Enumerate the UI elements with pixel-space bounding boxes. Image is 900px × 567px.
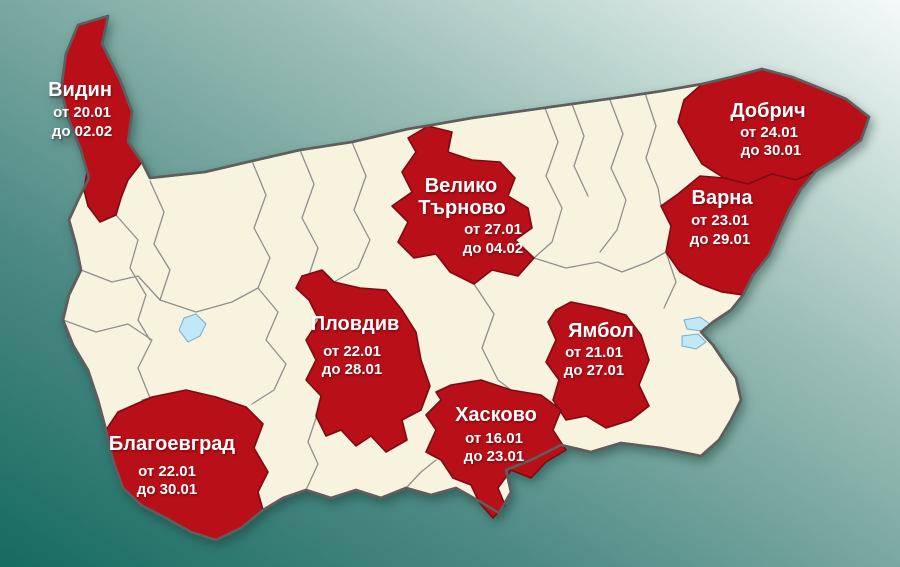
region-label-haskovo: Хасково от 16.01 до 23.01 xyxy=(455,404,537,465)
region-label-varna: Варна от 23.01 до 29.01 xyxy=(690,187,754,248)
region-date-to: до 30.01 xyxy=(741,142,801,159)
region-label-blagoevgrad: Благоевград от 22.01 до 30.01 xyxy=(109,433,236,498)
province-border xyxy=(644,92,662,207)
region-date-to: до 27.01 xyxy=(564,362,624,379)
region-name-label: Варна xyxy=(692,187,754,209)
region-haskovo-shape xyxy=(425,379,567,519)
province-border xyxy=(473,283,512,391)
province-border xyxy=(405,459,437,489)
region-name-label: Хасково xyxy=(455,404,537,426)
province-border xyxy=(305,417,319,491)
region-date-from: от 22.01 xyxy=(323,343,381,360)
region-label-veliko-tarnovo: Велико Търново от 27.01 до 04.02 xyxy=(418,175,523,257)
region-date-to: до 30.01 xyxy=(137,481,197,498)
province-border xyxy=(115,214,151,341)
province-border xyxy=(251,287,287,405)
region-date-to: до 02.02 xyxy=(52,123,112,140)
region-veliko-tarnovo-shape xyxy=(391,125,535,285)
region-date-to: до 04.02 xyxy=(463,240,523,257)
region-date-to: до 23.01 xyxy=(464,448,524,465)
region-labels: Видин от 20.01 до 02.02 Велико Търново о… xyxy=(48,79,806,498)
region-date-from: от 20.01 xyxy=(53,104,111,121)
province-border xyxy=(333,141,371,283)
region-label-yambol: Ямбол от 21.01 до 27.01 xyxy=(564,320,634,379)
province-border xyxy=(80,269,161,301)
province-border xyxy=(299,149,319,279)
highlighted-regions xyxy=(60,15,870,541)
region-plovdiv-shape xyxy=(295,269,431,453)
lakes xyxy=(178,313,711,350)
region-date-from: от 27.01 xyxy=(464,221,522,238)
region-name-label: Добрич xyxy=(730,100,805,122)
region-date-from: от 24.01 xyxy=(740,124,798,141)
province-border xyxy=(251,160,271,289)
region-date-to: до 28.01 xyxy=(322,361,382,378)
region-label-dobrich: Добрич от 24.01 до 30.01 xyxy=(730,100,805,159)
lake xyxy=(178,313,207,343)
map-root: Видин от 20.01 до 02.02 Велико Търново о… xyxy=(48,14,871,542)
region-name-label: Велико xyxy=(425,175,498,197)
province-border xyxy=(149,180,171,301)
region-date-from: от 16.01 xyxy=(465,430,523,447)
region-yambol-shape xyxy=(545,301,650,429)
province-border xyxy=(159,287,259,313)
region-name-label: Видин xyxy=(48,79,112,101)
province-border xyxy=(533,251,667,273)
region-name-label: Ямбол xyxy=(568,320,634,342)
country-border xyxy=(59,14,871,542)
region-name-label: Благоевград xyxy=(109,433,236,455)
province-border xyxy=(533,107,563,259)
region-name-label: Пловдив xyxy=(311,313,400,335)
region-date-from: от 23.01 xyxy=(691,212,749,229)
region-date-from: от 22.01 xyxy=(138,463,196,480)
region-date-to: до 29.01 xyxy=(690,231,750,248)
region-label-vidin: Видин от 20.01 до 02.02 xyxy=(48,79,112,140)
region-date-from: от 21.01 xyxy=(565,344,623,361)
region-label-plovdiv: Пловдив от 22.01 до 28.01 xyxy=(311,313,400,378)
province-border xyxy=(571,103,589,197)
province-border xyxy=(663,251,677,309)
lake xyxy=(681,333,707,350)
province-border xyxy=(599,99,627,253)
region-name-label: Търново xyxy=(418,197,506,219)
